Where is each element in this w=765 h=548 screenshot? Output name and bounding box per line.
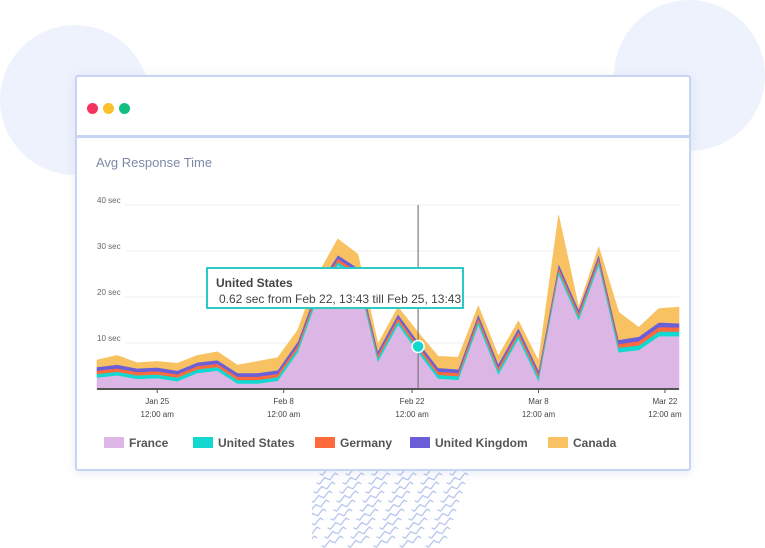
wave-stroke: [411, 499, 434, 512]
wave-stroke: [382, 508, 405, 521]
wave-stroke: [312, 490, 333, 503]
legend-label: France: [129, 435, 169, 450]
x-tick-time: 12:00 am: [267, 410, 301, 419]
x-tick-date: Jan 25: [145, 397, 170, 406]
x-tick-date: Mar 22: [652, 397, 677, 406]
wave-stroke: [391, 481, 414, 494]
wave-stroke: [376, 526, 399, 539]
legend-swatch: [315, 437, 335, 449]
wave-stroke: [316, 472, 339, 485]
window-close-button[interactable]: [87, 103, 98, 114]
wave-stroke: [402, 526, 425, 539]
legend-label: United States: [218, 435, 295, 450]
wave-stroke: [379, 517, 402, 530]
x-tick-date: Feb 22: [400, 397, 425, 406]
wave-stroke: [312, 535, 318, 540]
wave-stroke: [362, 490, 385, 503]
wave-stroke: [446, 472, 469, 485]
wave-stroke: [443, 481, 466, 494]
legend-item-united-kingdom[interactable]: United Kingdom: [410, 434, 528, 450]
wave-stroke: [330, 508, 353, 521]
wave-stroke: [365, 481, 388, 494]
wave-stroke: [342, 472, 365, 485]
y-tick-label: 20 sec: [97, 288, 121, 297]
wave-stroke: [417, 481, 440, 494]
wave-stroke: [353, 517, 376, 530]
wave-stroke: [347, 535, 370, 548]
wave-stroke: [431, 517, 454, 530]
y-tick-label: 40 sec: [97, 196, 121, 205]
legend-swatch: [193, 437, 213, 449]
area-chart[interactable]: 10 sec 20 sec 30 sec 40 sec Jan 25 12:00 am Fe…: [77, 77, 689, 469]
wave-stroke: [324, 526, 347, 539]
wave-stroke: [327, 517, 350, 530]
wave-stroke: [333, 499, 356, 512]
y-tick-label: 10 sec: [97, 334, 121, 343]
x-tick-time: 12:00 am: [141, 410, 175, 419]
wave-stroke: [385, 499, 408, 512]
wave-stroke: [440, 490, 463, 503]
wave-stroke: [321, 535, 344, 548]
wave-stroke: [359, 499, 382, 512]
wave-stroke: [350, 526, 373, 539]
app-window: Avg Response Time 10 sec 20 sec 30 sec 40 s…: [75, 75, 691, 471]
x-tick-time: 12:00 am: [648, 410, 682, 419]
window-maximize-button[interactable]: [119, 103, 130, 114]
hover-marker[interactable]: [411, 339, 425, 354]
wave-stroke: [373, 535, 396, 548]
legend-label: Canada: [573, 435, 617, 450]
legend-label: United Kingdom: [435, 435, 528, 450]
wave-stroke: [420, 472, 443, 485]
window-titlebar: [77, 77, 689, 138]
chart-title: Avg Response Time: [96, 155, 213, 170]
wave-stroke: [388, 490, 411, 503]
wave-stroke: [313, 481, 336, 494]
x-tick-time: 12:00 am: [522, 410, 556, 419]
legend-label: Germany: [340, 435, 393, 450]
chart-tooltip: United States 0.62 sec from Feb 22, 13:4…: [206, 267, 464, 309]
wave-stroke: [312, 508, 327, 517]
wave-stroke: [312, 526, 321, 535]
legend-swatch: [410, 437, 430, 449]
window-minimize-button[interactable]: [103, 103, 114, 114]
wave-stroke: [405, 517, 428, 530]
area-series-canada[interactable]: [96, 214, 680, 374]
wave-stroke: [312, 499, 330, 511]
wave-stroke: [336, 490, 359, 503]
x-tick-time: 12:00 am: [395, 410, 429, 419]
wave-stroke: [434, 508, 457, 521]
legend-swatch: [104, 437, 124, 449]
legend-swatch: [548, 437, 568, 449]
legend-item-france[interactable]: France: [104, 434, 168, 450]
legend-item-germany[interactable]: Germany: [315, 434, 392, 450]
wave-stroke: [437, 499, 460, 512]
wave-stroke: [368, 472, 391, 485]
legend-item-canada[interactable]: Canada: [548, 434, 616, 450]
wave-stroke: [356, 508, 379, 521]
wave-stroke: [408, 508, 431, 521]
wave-stroke: [425, 535, 448, 548]
y-tick-label: 30 sec: [97, 242, 121, 251]
wave-stroke: [428, 526, 451, 539]
tooltip-series: United States: [216, 276, 293, 290]
x-tick-date: Feb 8: [273, 397, 294, 406]
tooltip-text: 0.62 sec from Feb 22, 13:43 till Feb 25,…: [219, 292, 462, 306]
wave-stroke: [339, 481, 362, 494]
wave-stroke: [399, 535, 422, 548]
legend-item-united-states[interactable]: United States: [193, 434, 295, 450]
x-tick-date: Mar 8: [528, 397, 549, 406]
wave-stroke: [414, 490, 437, 503]
decorative-waves: [312, 463, 472, 548]
wave-stroke: [394, 472, 417, 485]
wave-stroke: [312, 517, 324, 526]
